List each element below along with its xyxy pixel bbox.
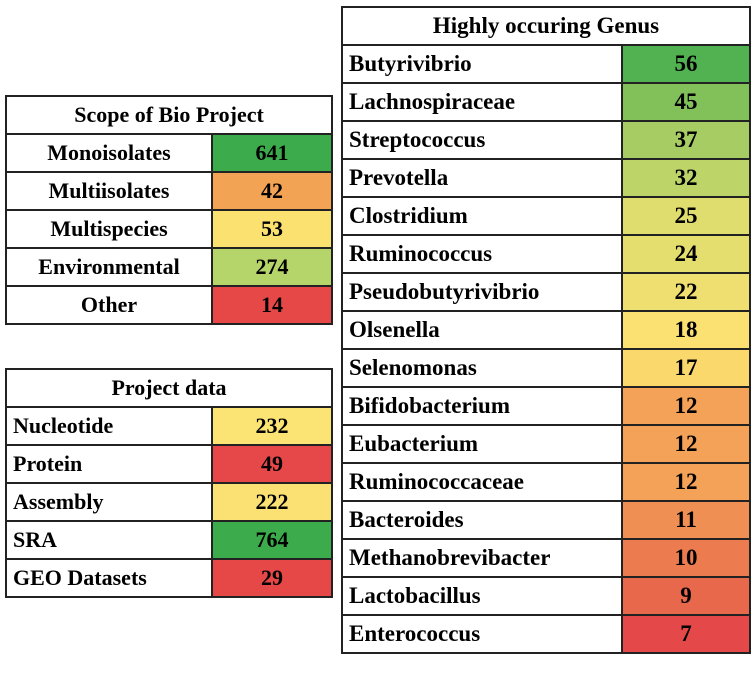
table-row: Nucleotide 232	[5, 406, 333, 446]
row-value-cell: 9	[620, 576, 751, 616]
row-value-cell: 11	[620, 500, 751, 540]
scope-of-bio-project-table: Scope of Bio Project Monoisolates 641 Mult…	[4, 95, 334, 325]
row-value-cell: 18	[620, 310, 751, 350]
table-row: Assembly 222	[5, 482, 333, 522]
table-row: GEO Datasets 29	[5, 558, 333, 598]
table-row: Ruminococcus 24	[341, 234, 751, 274]
row-label: Pseudobutyrivibrio	[341, 272, 623, 312]
table-title: Project data	[5, 368, 333, 408]
row-label: Butyrivibrio	[341, 44, 623, 84]
table-row: Olsenella 18	[341, 310, 751, 350]
row-value-cell: 42	[210, 171, 334, 211]
row-label: Prevotella	[341, 158, 623, 198]
project-data-table: Project data Nucleotide 232 Protein 49 Assem…	[5, 368, 333, 598]
row-value-cell: 17	[620, 348, 751, 388]
table-row: Other 14	[5, 285, 334, 325]
row-value-cell: 14	[210, 285, 334, 325]
table-row: Streptococcus 37	[341, 120, 751, 160]
row-label: GEO Datasets	[5, 558, 213, 598]
row-value-cell: 12	[620, 424, 751, 464]
table-row: Enterococcus 7	[341, 614, 751, 654]
table-row: Ruminococcaceae 12	[341, 462, 751, 502]
row-value-cell: 22	[620, 272, 751, 312]
row-label: Multiisolates	[5, 171, 213, 211]
table-row: SRA 764	[5, 520, 333, 560]
row-value-cell: 24	[620, 234, 751, 274]
table-row: Methanobrevibacter 10	[341, 538, 751, 578]
table-row: Prevotella 32	[341, 158, 751, 198]
row-label: Bacteroides	[341, 500, 623, 540]
table-row: Multispecies 53	[5, 209, 334, 249]
row-label: Multispecies	[5, 209, 213, 249]
row-value-cell: 37	[620, 120, 751, 160]
row-label: SRA	[5, 520, 213, 560]
row-label: Methanobrevibacter	[341, 538, 623, 578]
row-value-cell: 10	[620, 538, 751, 578]
row-label: Lactobacillus	[341, 576, 623, 616]
row-value-cell: 49	[211, 444, 333, 484]
table-row: Monoisolates 641	[5, 133, 334, 173]
row-value-cell: 232	[211, 406, 333, 446]
table-row: Lachnospiraceae 45	[341, 82, 751, 122]
row-label: Assembly	[5, 482, 213, 522]
row-value-cell: 12	[620, 462, 751, 502]
row-label: Protein	[5, 444, 213, 484]
table-title: Highly occuring Genus	[340, 6, 751, 46]
row-label: Other	[5, 285, 213, 325]
row-label: Streptococcus	[341, 120, 623, 160]
row-value-cell: 45	[620, 82, 751, 122]
table-row: Pseudobutyrivibrio 22	[341, 272, 751, 312]
row-value-cell: 53	[210, 209, 334, 249]
row-value-cell: 641	[210, 133, 334, 173]
row-value-cell: 764	[211, 520, 333, 560]
row-value-cell: 29	[211, 558, 333, 598]
row-value-cell: 32	[620, 158, 751, 198]
table-row: Protein 49	[5, 444, 333, 484]
row-label: Eubacterium	[341, 424, 623, 464]
row-label: Enterococcus	[341, 614, 623, 654]
table-row: Lactobacillus 9	[341, 576, 751, 616]
row-value-cell: 7	[620, 614, 751, 654]
row-label: Clostridium	[341, 196, 623, 236]
row-label: Selenomonas	[341, 348, 623, 388]
table-row: Environmental 274	[5, 247, 334, 287]
row-label: Lachnospiraceae	[341, 82, 623, 122]
table-row: Bacteroides 11	[341, 500, 751, 540]
row-label: Monoisolates	[5, 133, 213, 173]
row-label: Environmental	[5, 247, 213, 287]
row-value-cell: 12	[620, 386, 751, 426]
table-row: Eubacterium 12	[341, 424, 751, 464]
row-value-cell: 56	[620, 44, 751, 84]
table-row: Bifidobacterium 12	[341, 386, 751, 426]
row-label: Olsenella	[341, 310, 623, 350]
table-row: Selenomonas 17	[341, 348, 751, 388]
table-row: Butyrivibrio 56	[341, 44, 751, 84]
table-title: Scope of Bio Project	[4, 95, 334, 135]
row-label: Bifidobacterium	[341, 386, 623, 426]
highly-occuring-genus-table: Highly occuring Genus Butyrivibrio 56 Lach…	[340, 6, 751, 654]
row-label: Nucleotide	[5, 406, 213, 446]
row-value-cell: 222	[211, 482, 333, 522]
row-label: Ruminococcaceae	[341, 462, 623, 502]
table-row: Multiisolates 42	[5, 171, 334, 211]
table-row: Clostridium 25	[341, 196, 751, 236]
row-value-cell: 25	[620, 196, 751, 236]
row-value-cell: 274	[210, 247, 334, 287]
row-label: Ruminococcus	[341, 234, 623, 274]
